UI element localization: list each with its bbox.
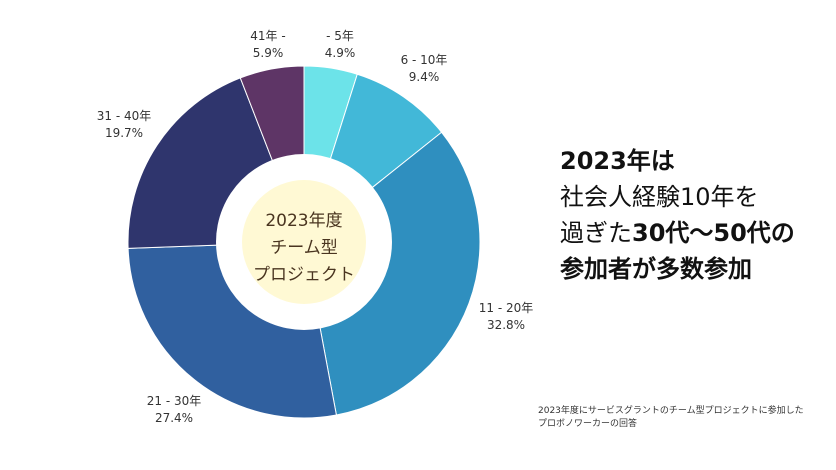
slice-category-5: 41年 - [250, 29, 286, 43]
slice-label-2: 11 - 20年 32.8% [466, 300, 546, 334]
footnote: 2023年度にサービスグラントのチーム型プロジェクトに参加した プロボノワーカー… [538, 405, 828, 431]
center-label: 2023年度 チーム型 プロジェクト [246, 198, 362, 298]
center-label-line-2: チーム型 [270, 237, 338, 258]
footnote-line-1: 2023年度にサービスグラントのチーム型プロジェクトに参加した [538, 406, 804, 416]
slice-value-0: 4.9% [324, 46, 356, 60]
slice-label-5: 41年 - 5.9% [228, 28, 308, 62]
center-label-line-1: 2023年度 [265, 210, 343, 231]
slice-label-3: 21 - 30年 27.4% [134, 393, 214, 427]
slice-label-1: 6 - 10年 9.4% [384, 52, 464, 86]
slice-value-3: 27.4% [154, 411, 194, 425]
slice-label-4: 31 - 40年 19.7% [84, 108, 164, 142]
center-label-line-3: プロジェクト [253, 264, 355, 285]
headline-line-3a: 過ぎた [560, 219, 632, 247]
footnote-line-2: プロボノワーカーの回答 [538, 419, 638, 429]
slice-category-4: 31 - 40年 [96, 109, 152, 123]
slice-category-0: - 5年 [326, 29, 354, 43]
headline-line-2: 社会人経験10年を [560, 183, 759, 211]
slice-value-1: 9.4% [408, 70, 440, 84]
headline-line-4: 参加者が多数参加 [560, 255, 752, 283]
donut-slice-2 [303, 131, 481, 416]
slice-value-5: 5.9% [252, 46, 284, 60]
headline-line-1: 2023年は [560, 147, 675, 175]
slice-label-0: - 5年 4.9% [300, 28, 380, 62]
slice-value-4: 19.7% [104, 126, 144, 140]
slice-value-2: 32.8% [486, 318, 526, 332]
slice-category-1: 6 - 10年 [400, 53, 448, 67]
center-disc [242, 180, 366, 304]
headline-line-3b: 30代〜50代の [632, 219, 795, 247]
slice-category-2: 11 - 20年 [478, 301, 534, 315]
slice-category-3: 21 - 30年 [146, 394, 202, 408]
headline: 2023年は 社会人経験10年を 過ぎた30代〜50代の 参加者が多数参加 [560, 143, 830, 287]
